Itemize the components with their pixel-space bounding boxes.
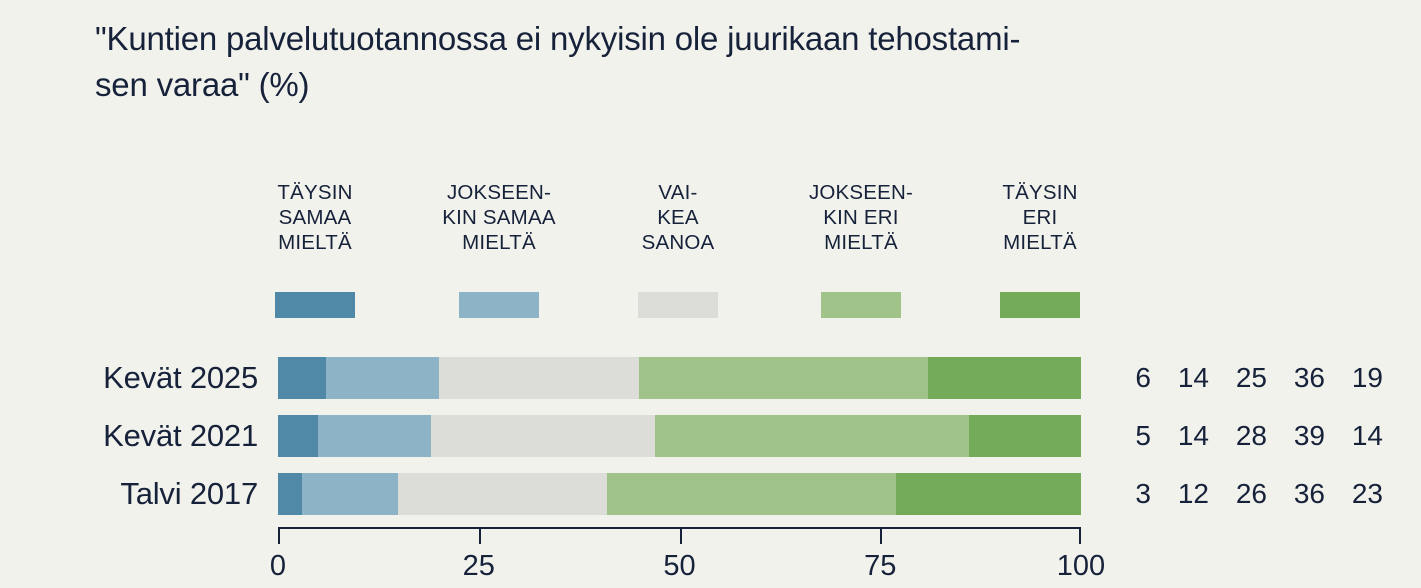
x-axis-tick (478, 527, 481, 544)
row-label: Kevät 2025 (103, 360, 258, 395)
legend-color-swatch (275, 292, 355, 318)
x-axis-tick-label: 0 (269, 550, 287, 582)
row-value: 6 (1135, 362, 1151, 393)
row-value: 26 (1235, 478, 1267, 509)
row-value: 3 (1135, 478, 1151, 509)
x-axis-tick-label: 75 (864, 550, 897, 582)
x-axis-tick-label: 50 (663, 550, 696, 582)
chart-legend: TÄYSIN SAMAA MIELTÄ JOKSEEN- KIN SAMAA MI… (258, 180, 1101, 330)
bar-segment (968, 415, 1081, 457)
row-value: 28 (1235, 420, 1267, 451)
bar-segment (278, 415, 319, 457)
x-axis: 0 25 50 75 100 (270, 527, 1105, 587)
legend-color-swatch (638, 292, 718, 318)
legend-item-label: TÄYSIN SAMAA MIELTÄ (277, 181, 353, 254)
stacked-bar (278, 357, 1081, 399)
legend-item-2[interactable]: JOKSEEN- KIN SAMAA MIELTÄ (419, 180, 579, 318)
row-value: 36 (1293, 478, 1325, 509)
bar-segment (639, 357, 929, 399)
legend-item-3[interactable]: VAI- KEA SANOA (598, 180, 758, 318)
row-value: 25 (1235, 362, 1267, 393)
legend-item-5[interactable]: TÄYSIN ERI MIELTÄ (960, 180, 1120, 318)
bar-segment (326, 357, 439, 399)
bar-segment (398, 473, 608, 515)
bar-segment (607, 473, 897, 515)
stacked-bar (278, 473, 1081, 515)
row-value: 19 (1351, 362, 1383, 393)
legend-item-label: JOKSEEN- KIN ERI MIELTÄ (808, 181, 914, 254)
chart-row: Talvi 2017 3 12 26 36 23 (0, 473, 1421, 515)
bar-segment (278, 473, 303, 515)
legend-item-1[interactable]: TÄYSIN SAMAA MIELTÄ (235, 180, 395, 318)
legend-item-label: TÄYSIN ERI MIELTÄ (1002, 181, 1078, 254)
row-value: 5 (1135, 420, 1151, 451)
legend-item-label: JOKSEEN- KIN SAMAA MIELTÄ (442, 181, 556, 254)
row-value-list: 3 12 26 36 23 (1101, 473, 1391, 515)
x-axis-tick (278, 527, 280, 544)
legend-item-label: VAI- KEA SANOA (641, 181, 715, 254)
x-axis-tick (880, 527, 883, 544)
stacked-bar (278, 415, 1081, 457)
row-value-list: 6 14 25 36 19 (1101, 357, 1391, 399)
legend-color-swatch (459, 292, 539, 318)
legend-item-4[interactable]: JOKSEEN- KIN ERI MIELTÄ (781, 180, 941, 318)
x-axis-tick-label: 100 (1056, 550, 1106, 582)
row-label: Talvi 2017 (120, 476, 258, 511)
bar-segment (896, 473, 1081, 515)
row-value-list: 5 14 28 39 14 (1101, 415, 1391, 457)
bar-segment (278, 357, 327, 399)
row-value: 23 (1351, 478, 1383, 509)
legend-color-swatch (821, 292, 901, 318)
bar-segment (430, 415, 656, 457)
bar-segment (318, 415, 431, 457)
chart-row: Kevät 2025 6 14 25 36 19 (0, 357, 1421, 399)
bar-segment (928, 357, 1081, 399)
row-value: 39 (1293, 420, 1325, 451)
row-value: 36 (1293, 362, 1325, 393)
bar-segment (302, 473, 399, 515)
x-axis-tick-label: 25 (462, 550, 495, 582)
x-axis-tick (1079, 527, 1081, 544)
row-value: 14 (1177, 362, 1209, 393)
legend-color-swatch (1000, 292, 1080, 318)
bar-segment (655, 415, 969, 457)
row-value: 14 (1177, 420, 1209, 451)
chart-row: Kevät 2021 5 14 28 39 14 (0, 415, 1421, 457)
bar-segment (438, 357, 640, 399)
page-title: "Kuntien palvelutuotannossa ei nykyisin … (95, 20, 1021, 103)
row-label: Kevät 2021 (103, 418, 258, 453)
row-value: 14 (1351, 420, 1383, 451)
row-value: 12 (1177, 478, 1209, 509)
x-axis-tick (679, 527, 682, 544)
